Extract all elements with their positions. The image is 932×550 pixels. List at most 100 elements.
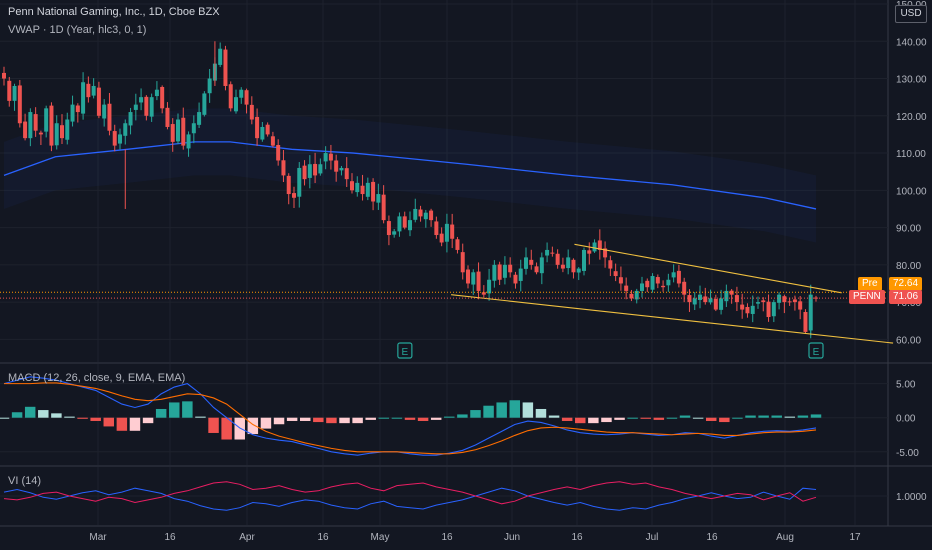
candle-body: [571, 259, 576, 273]
macd-histogram-bar: [365, 417, 376, 420]
earnings-marker-icon: [397, 342, 413, 359]
vwap-line: [3, 141, 817, 210]
vi-minus-line: [3, 481, 817, 505]
candle-body: [761, 300, 766, 303]
candle-body: [270, 136, 275, 146]
macd-histogram-bar: [522, 402, 534, 418]
candle-body: [792, 299, 797, 303]
currency-button[interactable]: USD: [895, 5, 927, 23]
candle-body: [560, 264, 565, 269]
macd-tick-label: 5.00: [896, 380, 916, 391]
macd-histogram-bar: [208, 417, 219, 433]
last-price-tag: 71.06: [889, 290, 923, 304]
candle-body: [603, 248, 608, 258]
candle-body: [70, 104, 75, 122]
candle-body: [613, 271, 618, 277]
candle-body: [408, 220, 412, 231]
candle-body: [371, 181, 376, 202]
candle-body: [54, 123, 59, 146]
candle-body: [223, 49, 228, 86]
candle-body: [244, 90, 249, 105]
x-tick-label: May: [371, 532, 390, 543]
candle-body: [154, 89, 159, 97]
candle-body: [492, 264, 497, 281]
candle-body: [592, 242, 597, 252]
macd-histogram-bar: [666, 417, 678, 419]
candle-body: [350, 181, 354, 191]
candle-body: [202, 93, 207, 115]
macd-histogram-bar: [286, 417, 298, 421]
candle-body: [228, 84, 233, 109]
macd-histogram-bar: [169, 402, 180, 418]
macd-histogram-bar: [758, 415, 769, 418]
candle-body: [687, 295, 692, 303]
candle-body: [766, 301, 771, 318]
macd-histogram-bar: [575, 417, 586, 424]
candle-body: [397, 216, 402, 232]
macd-histogram-bar: [496, 402, 507, 418]
candle-body: [734, 295, 739, 303]
candle-body: [265, 124, 270, 135]
candle-body: [297, 167, 302, 197]
vwap-legend[interactable]: VWAP · 1D (Year, hlc3, 0, 1): [8, 24, 147, 36]
macd-histogram-bar: [90, 417, 101, 421]
candle-body: [502, 264, 507, 278]
candle-body: [518, 268, 523, 281]
candle-body: [661, 285, 666, 288]
candle-body: [545, 249, 550, 256]
candle-body: [49, 105, 54, 146]
macd-histogram-bar: [548, 415, 560, 418]
candle-body: [418, 209, 423, 217]
price-tick-label: 80.00: [896, 261, 921, 272]
candle-body: [60, 125, 64, 139]
macd-tick-label: -5.00: [896, 448, 919, 459]
macd-histogram-bar: [142, 417, 154, 424]
candle-body: [44, 108, 49, 132]
candle-body: [682, 281, 687, 295]
candle-body: [38, 132, 43, 135]
symbol-title[interactable]: Penn National Gaming, Inc., 1D, Cboe BZX: [8, 6, 220, 18]
macd-legend[interactable]: MACD (12, 26, close, 9, EMA, EMA): [8, 372, 186, 384]
candle-body: [197, 112, 202, 125]
candle-body: [133, 104, 138, 110]
macd-histogram-bar: [679, 415, 691, 418]
price-tick-label: 90.00: [896, 224, 921, 235]
candle-body: [276, 145, 281, 161]
macd-histogram-bar: [103, 417, 115, 427]
candle-body: [597, 240, 602, 250]
candle-body: [698, 294, 702, 301]
macd-histogram-bar: [653, 417, 665, 420]
candle-body: [191, 123, 196, 134]
candle-body: [344, 168, 349, 180]
candle-body: [165, 107, 170, 127]
candle-body: [787, 301, 792, 303]
candle-body: [413, 208, 418, 220]
candle-body: [65, 119, 70, 140]
vi-legend[interactable]: VI (14): [8, 475, 42, 487]
candle-body: [17, 85, 22, 124]
candle-body: [139, 97, 144, 103]
candle-body: [476, 271, 481, 291]
candle-body: [360, 185, 365, 195]
price-tick-label: 100.00: [896, 186, 927, 197]
candle-body: [534, 266, 539, 273]
candle-body: [123, 123, 128, 136]
macd-histogram-bar: [352, 417, 363, 424]
candle-body: [750, 305, 755, 314]
candle-body: [740, 304, 745, 310]
candle-body: [307, 164, 312, 178]
candle-body: [128, 112, 133, 126]
macd-histogram-bar: [24, 406, 36, 418]
candle-body: [323, 153, 328, 162]
trendline: [451, 294, 894, 344]
candle-body: [365, 182, 370, 197]
candle-body: [798, 301, 803, 310]
candle-body: [176, 119, 180, 142]
macd-histogram-bar: [378, 417, 390, 419]
macd-histogram-bar: [313, 417, 324, 423]
macd-histogram-bar: [627, 417, 638, 419]
candle-body: [281, 160, 286, 176]
candle-body: [286, 175, 291, 195]
candle-body: [650, 276, 655, 290]
